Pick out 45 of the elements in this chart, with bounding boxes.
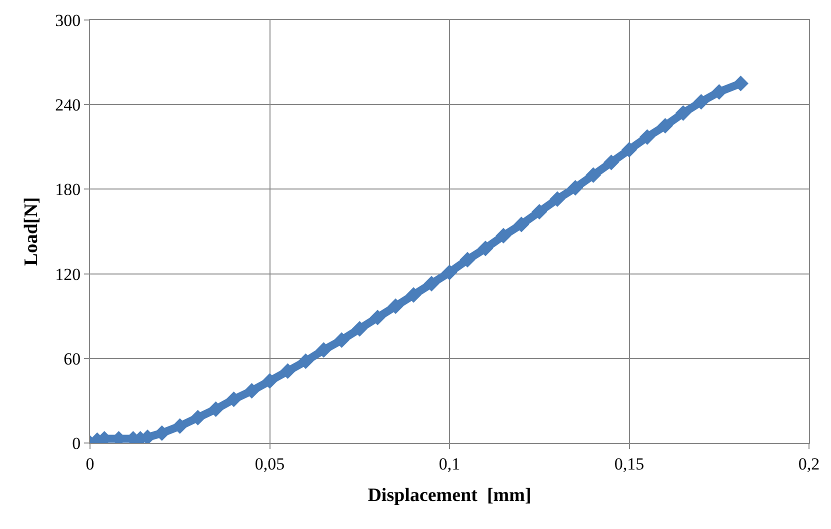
point [496,228,512,244]
y-tick-label: 300 [55,10,81,30]
y-tick-label: 60 [64,349,81,368]
y-tick-label: 240 [55,96,81,115]
point [514,216,530,232]
point [442,264,458,280]
x-tick-label: 0,1 [438,454,460,474]
point [693,94,709,110]
y-axis-title: Load[N] [20,197,42,266]
y-tick-label: 120 [55,264,81,284]
point [675,105,691,121]
point [172,418,188,434]
x-tick-label: 0 [86,454,94,474]
point [370,310,386,326]
x-axis-title: Displacement [mm] [368,485,532,506]
point [460,252,476,268]
x-tick-label: 0,05 [254,454,285,474]
point [334,332,350,348]
point [226,391,242,408]
point [657,118,673,134]
point [388,298,404,314]
point [639,129,656,145]
point [568,180,584,196]
point [190,410,206,426]
point [208,401,224,417]
point [316,342,332,358]
point [478,240,494,256]
y-tick-label: 180 [55,180,81,200]
point [280,363,296,379]
point [586,167,602,183]
point [352,320,368,337]
point [621,142,638,158]
point [732,76,748,92]
point [298,353,314,370]
point [406,287,422,303]
point [424,276,440,292]
x-tick-label: 0,2 [798,454,820,474]
point [711,84,727,100]
x-tick-label: 0,15 [614,454,644,474]
point [550,191,566,207]
point [603,154,620,170]
y-tick-label: 0 [72,434,81,453]
point [244,383,260,399]
point [262,373,278,389]
point [532,204,548,220]
